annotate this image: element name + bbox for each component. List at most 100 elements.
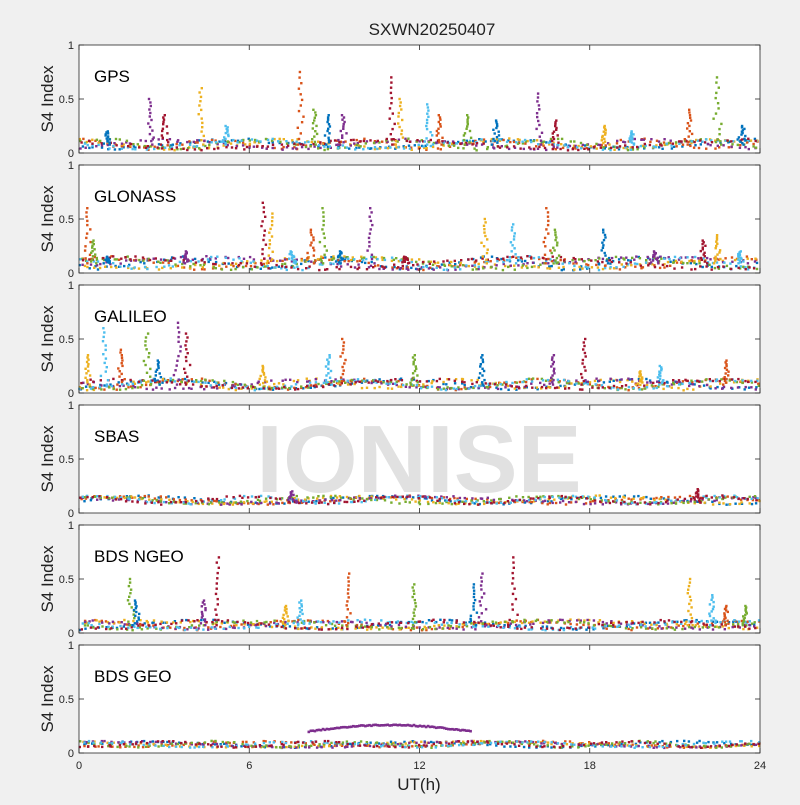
data-point: [180, 256, 182, 258]
data-point: [591, 386, 593, 388]
data-point: [137, 143, 139, 145]
spike-point: [717, 138, 719, 140]
spike-point: [469, 130, 471, 132]
data-point: [138, 498, 140, 500]
spike-point: [513, 567, 515, 569]
data-point: [524, 626, 526, 628]
spike-point: [198, 104, 200, 106]
spike-point: [411, 379, 413, 381]
data-point: [666, 143, 668, 145]
spike-point: [725, 372, 727, 374]
data-point: [114, 496, 116, 498]
data-point: [138, 146, 140, 148]
spike-point: [391, 128, 393, 130]
spike-point: [481, 580, 483, 582]
data-point: [630, 498, 632, 500]
spike-point: [326, 359, 328, 361]
data-point: [365, 622, 367, 624]
spike-point: [498, 134, 500, 136]
data-point: [563, 621, 565, 623]
data-point: [459, 268, 461, 270]
data-point: [702, 623, 704, 625]
spike-point: [410, 383, 412, 385]
data-point: [138, 381, 140, 383]
data-point: [267, 265, 269, 267]
spike-point: [162, 121, 164, 123]
spike-point: [143, 380, 145, 382]
data-point: [218, 265, 220, 267]
data-point: [305, 267, 307, 269]
data-point: [422, 628, 424, 630]
data-point: [233, 622, 235, 624]
spike-point: [604, 234, 606, 236]
data-point: [394, 383, 396, 385]
spike-point: [287, 615, 289, 617]
data-point: [496, 260, 498, 262]
data-point: [197, 381, 199, 383]
data-point: [319, 141, 321, 143]
data-point: [467, 258, 469, 260]
data-point: [666, 499, 668, 501]
spike-point: [215, 593, 217, 595]
data-point: [679, 496, 681, 498]
data-point: [334, 625, 336, 627]
spike-point: [709, 624, 711, 626]
data-point: [236, 621, 238, 623]
spike-point: [555, 236, 557, 238]
spike-point: [298, 110, 300, 112]
spike-point: [185, 383, 187, 385]
data-point: [416, 384, 418, 386]
data-point: [587, 381, 589, 383]
data-point: [386, 138, 388, 140]
data-point: [226, 502, 228, 504]
data-point: [105, 628, 107, 630]
data-point: [235, 624, 237, 626]
data-point: [397, 620, 399, 622]
spike-point: [104, 362, 106, 364]
data-point: [560, 143, 562, 145]
spike-point: [215, 624, 217, 626]
spike-point: [203, 599, 205, 601]
data-point: [125, 388, 127, 390]
data-point: [115, 144, 117, 146]
data-point: [347, 380, 349, 382]
spike-point: [89, 383, 91, 385]
data-point: [500, 388, 502, 390]
data-point: [638, 388, 640, 390]
data-point: [661, 148, 663, 150]
spike-point: [482, 361, 484, 363]
data-point: [347, 258, 349, 260]
spike-point: [177, 336, 179, 338]
spike-point: [161, 130, 163, 132]
data-point: [203, 268, 205, 270]
data-point: [234, 383, 236, 385]
spike-point: [553, 131, 555, 133]
data-point: [641, 621, 643, 623]
spike-point: [327, 116, 329, 118]
spike-point: [271, 212, 273, 214]
spike-point: [657, 257, 659, 259]
spike-point: [149, 126, 151, 128]
spike-point: [144, 344, 146, 346]
data-point: [613, 380, 615, 382]
data-point: [110, 266, 112, 268]
spike-point: [147, 332, 149, 334]
data-point: [639, 502, 641, 504]
data-point: [749, 620, 751, 622]
data-point: [157, 501, 159, 503]
data-point: [628, 498, 630, 500]
data-point: [549, 267, 551, 269]
data-point: [517, 264, 519, 266]
spike-point: [161, 382, 163, 384]
data-point: [190, 503, 192, 505]
spike-point: [431, 134, 433, 136]
data-point: [204, 379, 206, 381]
data-point: [297, 628, 299, 630]
spike-point: [498, 131, 500, 133]
data-point: [615, 256, 617, 258]
spike-point: [150, 105, 152, 107]
data-point: [542, 379, 544, 381]
data-point: [154, 624, 156, 626]
data-point: [317, 147, 319, 149]
spike-point: [327, 368, 329, 370]
